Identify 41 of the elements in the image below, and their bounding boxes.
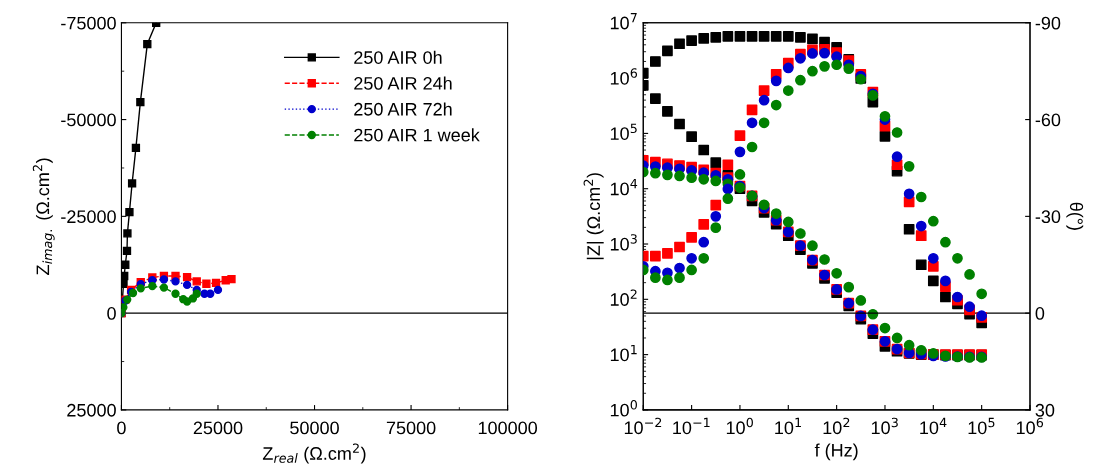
y-tick-label: 0 [107, 307, 116, 320]
x-tick-label: 10$^{5}$ [968, 417, 995, 435]
y-tick-label: 10$^{7}$ [610, 13, 637, 30]
y-tick-label: 10$^{4}$ [610, 179, 638, 196]
y-axis-title: Z$_{imag.}$ (Ω.cm$^{2}$) [32, 158, 55, 275]
y-tick-label: 10$^{0}$ [610, 400, 637, 417]
x-tick-label: 10$^{0}$ [726, 417, 753, 435]
x-tick-label: 25000 [193, 421, 243, 435]
y-tick-label: 10$^{3}$ [610, 234, 637, 251]
y-tick-label: -75000 [61, 16, 116, 30]
y-tick-label: 10$^{6}$ [610, 68, 638, 85]
x-tick-label: 75000 [386, 421, 436, 435]
y2-tick-label: -30 [1035, 210, 1061, 224]
y-tick-label: 10$^{5}$ [610, 123, 637, 140]
y-tick-label: 10$^{1}$ [610, 344, 637, 362]
y-tick-label: -25000 [61, 210, 116, 224]
y2-tick-label: -90 [1035, 16, 1061, 30]
x-tick-label: 10$^{−1}$ [673, 417, 710, 435]
x-tick-label: 10$^{3}$ [871, 417, 898, 435]
x-tick-label: 10$^{1}$ [775, 417, 801, 435]
legend-label: 250 AIR 0h [354, 50, 442, 64]
y2-tick-label: -60 [1035, 113, 1061, 127]
y-tick-label: -50000 [61, 113, 116, 127]
y2-axis-title: θ(°) [1066, 202, 1084, 230]
x-tick-label: 10$^{−2}$ [624, 417, 662, 435]
x-tick-label: 50000 [290, 421, 339, 435]
x-tick-label: 10$^{2}$ [823, 417, 850, 435]
y-axis-title: |Z| (Ω.cm$^{2}$) [583, 173, 604, 260]
x-axis-title: f (Hz) [814, 443, 858, 461]
y2-tick-label: 30 [1035, 403, 1055, 417]
y2-tick-label: 0 [1035, 307, 1045, 320]
x-tick-label: 10$^{6}$ [1016, 417, 1044, 435]
legend-label: 250 AIR 24h [354, 76, 452, 90]
legend-label: 250 AIR 1 week [354, 128, 480, 142]
x-tick-label: 0 [117, 421, 126, 435]
y-tick-label: 10$^{2}$ [610, 289, 637, 306]
x-tick-label: 100000 [478, 421, 538, 435]
legend-label: 250 AIR 72h [354, 102, 452, 116]
x-axis-title: Z$_{real}$ (Ω.cm$^{2}$) [262, 443, 366, 464]
x-tick-label: 10$^{4}$ [920, 417, 947, 435]
y-tick-label: 25000 [67, 403, 116, 417]
